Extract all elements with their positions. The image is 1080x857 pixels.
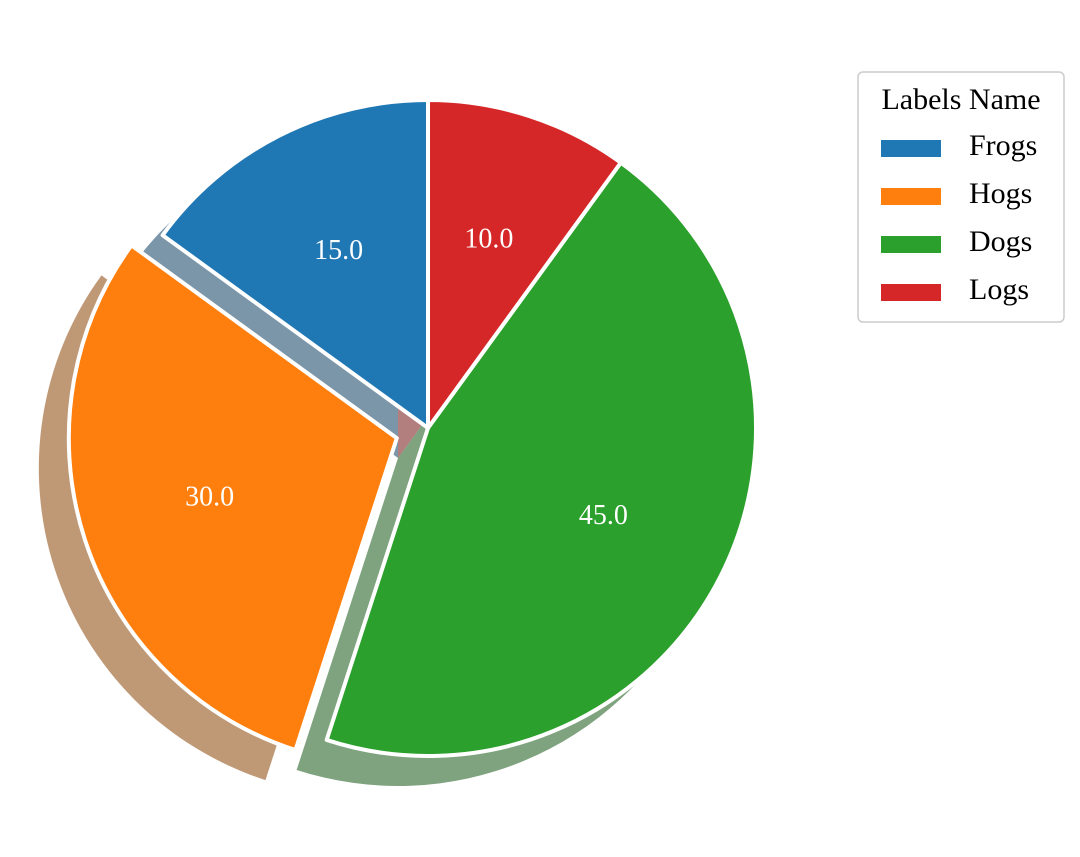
wedge bbox=[66, 243, 399, 753]
label-layer: 15.0 30.0 45.0 10.0 bbox=[185, 223, 628, 531]
value-label: 45.0 bbox=[579, 500, 628, 531]
legend-swatch bbox=[881, 188, 941, 205]
wedge bbox=[324, 160, 758, 758]
wedge-layer bbox=[66, 98, 758, 758]
wedge bbox=[160, 98, 430, 430]
legend: Labels Name Frogs Hogs Dogs Logs bbox=[857, 71, 1065, 323]
wedge bbox=[426, 98, 623, 430]
legend-swatch bbox=[881, 140, 941, 157]
legend-label: Frogs bbox=[969, 129, 1037, 162]
legend-label: Dogs bbox=[969, 225, 1032, 258]
legend-label: Logs bbox=[969, 273, 1029, 306]
value-label: 15.0 bbox=[314, 235, 363, 266]
legend-title: Labels Name bbox=[881, 83, 1040, 116]
legend-label: Hogs bbox=[969, 177, 1032, 210]
legend-swatch bbox=[881, 236, 941, 253]
legend-swatch bbox=[881, 284, 941, 301]
value-label: 30.0 bbox=[185, 481, 234, 512]
value-label: 10.0 bbox=[464, 223, 513, 254]
legend-frame bbox=[857, 71, 1065, 323]
